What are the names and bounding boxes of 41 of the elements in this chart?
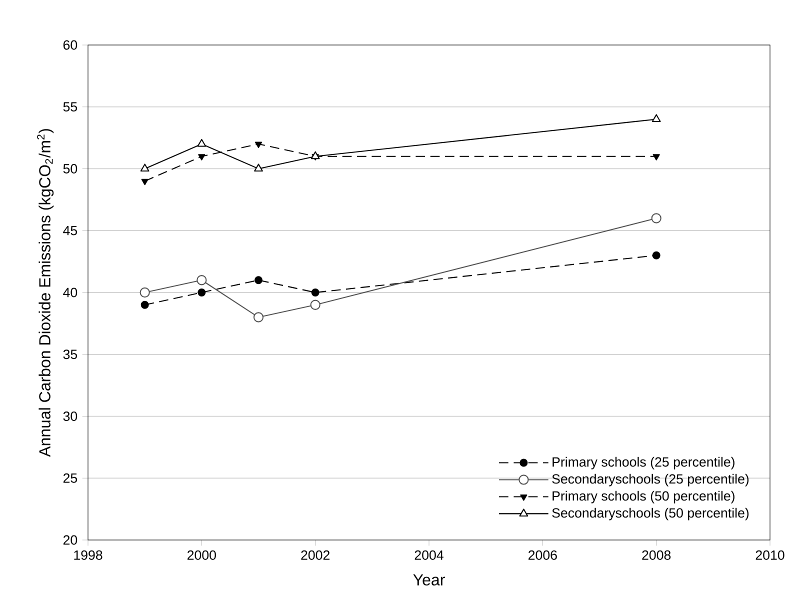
point	[254, 164, 263, 172]
y-tick-label: 45	[63, 226, 78, 236]
y-tick-label: 25	[63, 473, 78, 483]
y-tick-label: 40	[63, 288, 78, 298]
point	[652, 114, 661, 122]
point	[140, 300, 149, 309]
y-tick-label: 55	[63, 102, 78, 112]
y-axis-title: Annual Carbon Dioxide Emissions (kgCO$_{2}$/m$^{2}$)	[37, 129, 54, 457]
point	[651, 213, 662, 224]
legend-label: Primary schools (50 percentile)	[552, 490, 734, 504]
y-tick-label: 30	[63, 412, 78, 421]
x-tick-label: 2010	[756, 550, 784, 560]
legend-label: Secondaryschools (50 percentile)	[552, 508, 749, 520]
point	[652, 251, 660, 260]
x-tick-label: 1998	[74, 550, 102, 560]
point	[254, 142, 262, 148]
x-tick-label: 2004	[414, 550, 444, 560]
legend-label: Primary schools (25 percentile)	[552, 456, 734, 470]
y-tick-label: 20	[63, 535, 78, 545]
legend-label: Secondaryschools (25 percentile)	[552, 474, 749, 486]
point	[198, 154, 206, 160]
point	[196, 275, 207, 286]
y-tick-label: 35	[63, 350, 78, 360]
y-tick-label: 50	[63, 164, 78, 174]
point	[141, 178, 148, 186]
x-tick-label: 2006	[528, 550, 557, 560]
point	[652, 154, 660, 160]
point	[253, 312, 264, 322]
point	[140, 287, 150, 298]
x-tick-label: 2000	[188, 550, 216, 560]
point	[311, 288, 320, 297]
y-tick-label: 60	[63, 40, 78, 50]
point	[198, 288, 206, 297]
point	[310, 300, 320, 310]
x-tick-label: 2002	[301, 550, 330, 560]
x-tick-label: 2008	[642, 550, 671, 560]
x-axis-title: Year	[413, 574, 445, 586]
point	[197, 138, 206, 147]
point	[310, 151, 320, 160]
point	[254, 276, 263, 284]
point	[140, 164, 150, 172]
